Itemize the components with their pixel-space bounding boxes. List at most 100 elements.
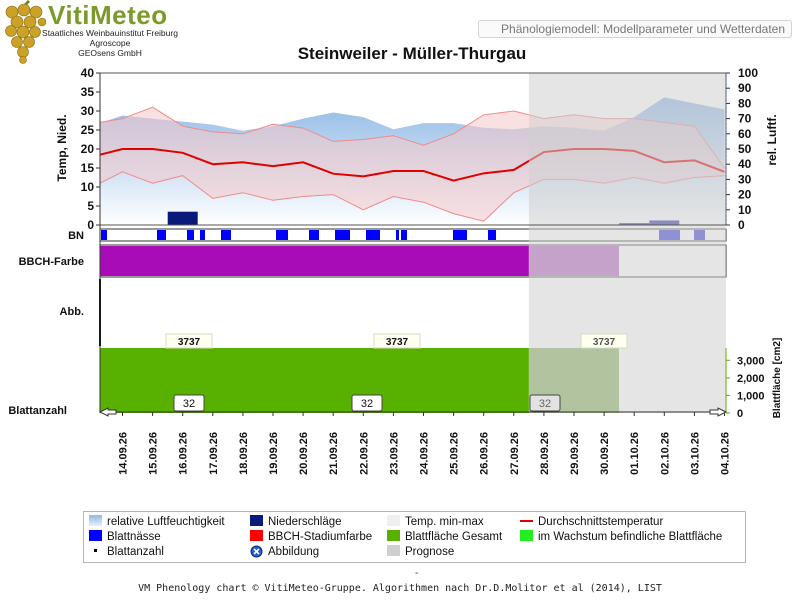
temp-band-swatch bbox=[387, 515, 400, 526]
logo-subtitle: Staatliches Weinbauinstitut Freiburg Agr… bbox=[20, 28, 200, 58]
leaf-count-value: 32 bbox=[539, 398, 551, 410]
humidity-swatch bbox=[89, 515, 102, 526]
legend-item-bbch: BBCH-Stadiumfarbe bbox=[250, 530, 372, 544]
legend-item-growing-area: im Wachstum befindliche Blattfläche bbox=[520, 530, 722, 544]
leaf-area-axis-label: Blattfläche [cm2] bbox=[772, 338, 783, 419]
x-tick-label: 26.09.26 bbox=[479, 432, 491, 475]
logo bbox=[2, 0, 47, 64]
legend-item-temp-band: Temp. min-max bbox=[387, 515, 484, 529]
y-right-tick-label: 0 bbox=[738, 218, 745, 232]
legend-item-leaf-count: Blattanzahl bbox=[89, 545, 164, 559]
y-right-tick-label: 70 bbox=[738, 112, 752, 126]
x-tick-label: 24.09.26 bbox=[419, 432, 431, 475]
chart-title: Steinweiler - Müller-Thurgau bbox=[297, 44, 527, 63]
x-tick-label: 29.09.26 bbox=[569, 432, 581, 475]
leaf-wetness-mark bbox=[396, 230, 399, 240]
x-tick-label: 16.09.26 bbox=[178, 432, 190, 475]
leaf-wetness-mark bbox=[335, 230, 350, 240]
y-right-tick-label: 10 bbox=[738, 203, 752, 217]
y-left-tick-label: 15 bbox=[81, 161, 95, 175]
x-tick-label: 03.10.26 bbox=[689, 432, 701, 475]
legend-item-abbildung: Abbildung bbox=[250, 545, 319, 559]
footer-dash: - bbox=[415, 568, 419, 579]
x-tick-label: 28.09.26 bbox=[539, 432, 551, 475]
y-right-tick-label: 30 bbox=[738, 172, 752, 186]
y-left-tick-label: 35 bbox=[81, 85, 95, 99]
leaf-count-value: 32 bbox=[361, 398, 373, 410]
abbildung-icon bbox=[250, 545, 263, 558]
x-tick-label: 04.10.26 bbox=[720, 432, 732, 475]
scroll-right-arrow bbox=[709, 407, 728, 417]
legend-item-leaf-wetness: Blattnässe bbox=[89, 530, 161, 544]
x-tick-label: 30.09.26 bbox=[599, 432, 611, 475]
leaf-area-swatch bbox=[387, 530, 400, 541]
model-tab[interactable]: Phänologiemodell: Modellparameter und We… bbox=[478, 20, 792, 38]
y-left-tick-label: 5 bbox=[87, 199, 94, 213]
x-tick-label: 22.09.26 bbox=[358, 432, 370, 475]
y-left-axis-label: Temp, Nied. bbox=[55, 114, 69, 181]
y-right-tick-label: 80 bbox=[738, 96, 752, 110]
leaf-area-tick-label: 1,000 bbox=[737, 390, 765, 402]
leaf-area-value: 3737 bbox=[593, 337, 616, 348]
leaf-wetness-mark bbox=[453, 230, 467, 240]
leaf-count-label-box bbox=[351, 394, 383, 412]
y-right-tick-label: 60 bbox=[738, 127, 752, 141]
y-right-tick-label: 90 bbox=[738, 81, 752, 95]
leaf-count-label-box bbox=[529, 394, 561, 412]
leaf-wetness-mark bbox=[309, 230, 319, 240]
leaf-area-label-box bbox=[580, 333, 628, 349]
leaf-wetness-mark bbox=[276, 230, 288, 240]
legend-item-forecast: Prognose bbox=[387, 545, 454, 559]
bbch-swatch bbox=[250, 530, 263, 541]
footer-credit: VM Phenology chart © VitiMeteo-Gruppe. A… bbox=[138, 583, 662, 594]
leaf-wetness-mark bbox=[221, 230, 231, 240]
leaf-wetness-mark bbox=[488, 230, 496, 240]
x-tick-label: 19.09.26 bbox=[268, 432, 280, 475]
phenology-chart: 0510152025303540010203040506070809010001… bbox=[8, 66, 783, 475]
leaf-count-row-label: Blattanzahl bbox=[8, 405, 67, 417]
leaf-area-label-box bbox=[373, 333, 421, 349]
leaf-area-label-box bbox=[165, 333, 213, 349]
leaf-area-value: 3737 bbox=[178, 337, 201, 348]
x-tick-label: 18.09.26 bbox=[238, 432, 250, 475]
leaf-wetness-mark bbox=[366, 230, 380, 240]
grape-icon bbox=[5, 0, 47, 64]
growing-area-swatch bbox=[520, 530, 533, 541]
leaf-area-tick-label: 0 bbox=[737, 408, 743, 420]
y-left-tick-label: 40 bbox=[81, 66, 95, 80]
x-tick-label: 14.09.26 bbox=[118, 432, 130, 475]
chart-legend: relative Luftfeuchtigkeit Niederschläge … bbox=[83, 511, 746, 563]
logo-line: Agroscope bbox=[89, 38, 131, 48]
legend-item-precip: Niederschläge bbox=[250, 515, 342, 529]
logo-line: GEOsens GmbH bbox=[78, 48, 142, 58]
y-left-tick-label: 20 bbox=[81, 142, 95, 156]
precip-bar bbox=[167, 211, 198, 225]
y-left-tick-label: 10 bbox=[81, 180, 95, 194]
y-right-axis-label: rel. Luftf. bbox=[765, 114, 779, 165]
x-tick-label: 21.09.26 bbox=[328, 432, 340, 475]
leaf-wetness-mark bbox=[187, 230, 194, 240]
legend-item-leaf-area: Blattfläche Gesamt bbox=[387, 530, 502, 544]
scroll-left-arrow bbox=[98, 407, 117, 417]
x-tick-label: 17.09.26 bbox=[208, 432, 220, 475]
x-tick-label: 20.09.26 bbox=[298, 432, 310, 475]
y-right-tick-label: 40 bbox=[738, 157, 752, 171]
leaf-area-tick-label: 3,000 bbox=[737, 355, 765, 367]
x-tick-label: 01.10.26 bbox=[629, 432, 641, 475]
leaf-wetness-mark bbox=[200, 230, 205, 240]
legend-item-humidity: relative Luftfeuchtigkeit bbox=[89, 515, 225, 529]
legend-item-avg-temp: Durchschnittstemperatur bbox=[520, 515, 663, 529]
x-tick-label: 02.10.26 bbox=[659, 432, 671, 475]
y-right-tick-label: 100 bbox=[738, 66, 758, 80]
leaf-wetness-swatch bbox=[89, 530, 102, 541]
leaf-area-value: 3737 bbox=[386, 337, 409, 348]
abb-row-label: Abb. bbox=[60, 306, 84, 318]
x-tick-label: 23.09.26 bbox=[388, 432, 400, 475]
x-tick-label: 25.09.26 bbox=[449, 432, 461, 475]
x-tick-label: 27.09.26 bbox=[509, 432, 521, 475]
leaf-count-swatch bbox=[94, 549, 97, 552]
leaf-count-label-box bbox=[173, 394, 205, 412]
y-right-tick-label: 50 bbox=[738, 142, 752, 156]
x-tick-label: 15.09.26 bbox=[148, 432, 160, 475]
bbch-bar bbox=[100, 246, 529, 276]
